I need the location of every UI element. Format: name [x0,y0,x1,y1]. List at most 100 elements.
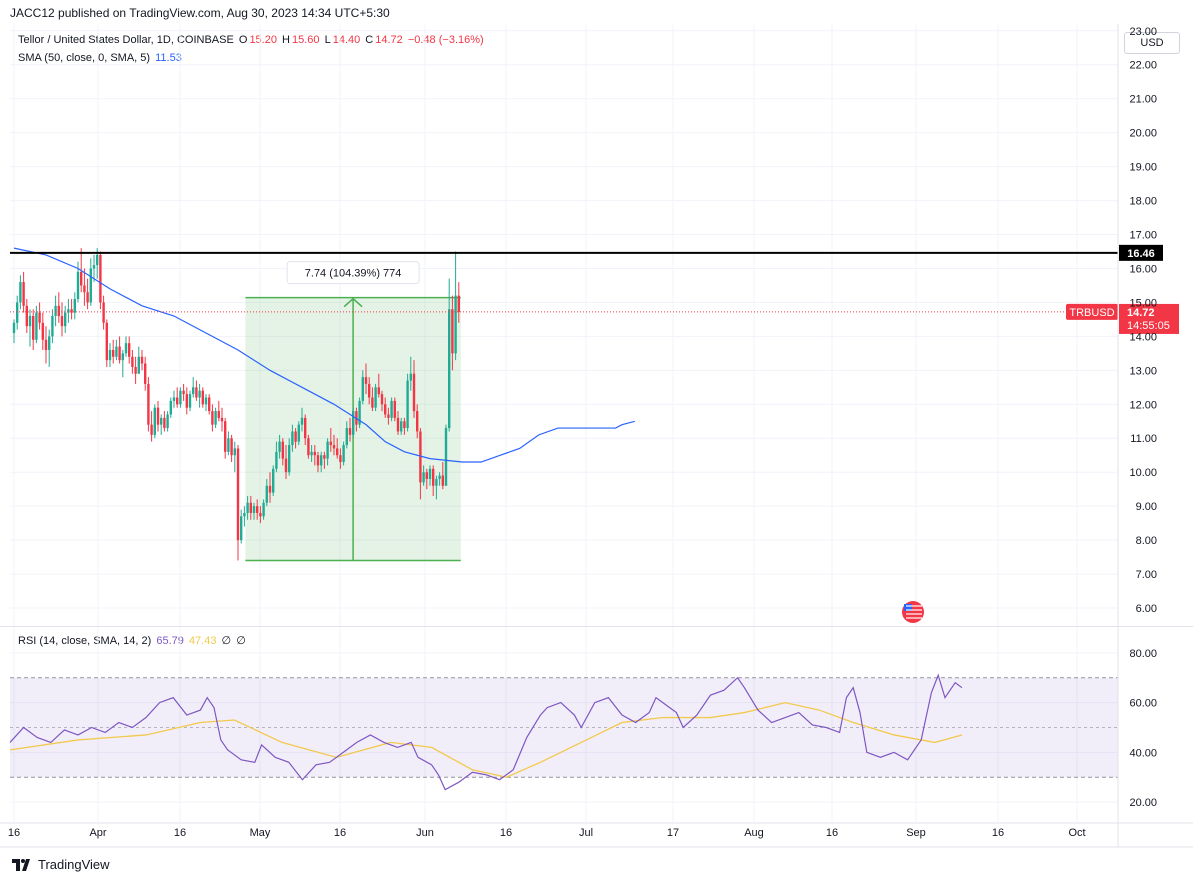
candle-body [112,349,115,357]
price-tick-label: 11.00 [1130,433,1157,445]
sma-legend[interactable]: SMA (50, close, 0, SMA, 5) 11.53 [18,52,184,64]
candle-body [240,516,243,541]
candle-body [54,305,57,317]
candle-body [192,387,195,395]
candle-body [358,400,361,425]
candle-body [409,373,412,381]
candle-body [16,302,19,323]
candle-body [208,397,211,412]
last-price-label: 14.72 [1127,307,1155,319]
price-tick-label: 6.00 [1136,603,1157,615]
candle-body [185,394,188,408]
candle-body [355,411,358,425]
candle-body [454,295,457,354]
ohlc-high: 15.60 [291,34,320,46]
resistance-label: 16.46 [1127,248,1155,260]
candle-body [96,254,99,266]
candle-body [422,472,425,483]
candle-body [412,373,416,412]
price-tick-label: 12.00 [1129,399,1157,411]
candle-body [313,451,316,456]
candle-body [364,377,368,384]
candle-body [76,271,80,300]
candle-body [438,475,441,479]
sma-value: 11.53 [155,52,182,64]
rsi-legend[interactable]: RSI (14, close, SMA, 14, 2) 65.79 47.43 … [18,634,248,647]
candle-body [147,383,150,425]
candle-body [51,316,54,337]
rsi-tick-label: 60.00 [1129,698,1157,710]
candle-body [64,312,67,327]
price-tick-label: 14.00 [1129,331,1157,343]
rsi-ma-value: 47.43 [188,635,217,647]
candle-body [163,417,166,429]
candle-body [393,400,396,418]
candle-body [32,316,35,340]
candle-body [345,428,348,446]
currency-button[interactable]: USD [1124,32,1180,54]
candle-body [332,445,336,449]
candle-body [124,343,128,354]
price-tick-label: 16.00 [1129,263,1157,275]
candle-body [140,356,144,364]
price-tick-label: 18.00 [1129,196,1157,208]
price-tick-label: 15.00 [1129,297,1157,309]
candle-body [457,295,460,312]
candle-body [288,445,291,473]
candle-body [428,468,432,479]
symbol-legend: Tellor / United States Dollar, 1D, COINB… [18,34,486,46]
time-tick-label: Apr [89,827,106,839]
candle-body [188,394,192,408]
candle-body [323,455,326,459]
candle-body [89,268,92,303]
candle-body [368,383,371,398]
candle-body [329,441,332,446]
candle-body [57,305,60,317]
ohlc-low-label: L [324,34,331,46]
candle-body [28,316,32,327]
rsi-extra-2: ∅ [236,635,246,647]
time-tick-label: Oct [1068,827,1085,839]
candle-body [144,363,147,384]
candle-body [252,506,256,513]
publisher-line: JACC12 published on TradingView.com, Aug… [10,6,390,20]
candle-body [307,438,310,456]
grid-lines [10,24,1118,822]
candle-body [48,336,51,350]
candle-body [115,346,118,357]
candle-body [441,475,444,486]
ohlc-close: 14.72 [375,34,403,46]
countdown-label: 14:55:05 [1127,320,1170,332]
candle-body [256,506,259,513]
axes: 16 Apr 16 May 16 Jun 16 Jul 17 Aug 16 Sep 16 Oct 6.00 7… [0,24,1193,848]
price-tick-label: 13.00 [1129,365,1157,377]
candle-body [425,472,428,479]
candle-body [451,309,454,354]
candle-body [83,285,86,293]
symbol-badge-label: TRBUSD [1069,307,1114,319]
price-tick-label: 9.00 [1136,501,1157,513]
candle-body [233,448,236,456]
candle-body [169,400,172,415]
candle-body [35,312,38,340]
candle-body [352,411,355,435]
tradingview-brand[interactable]: TradingView [12,857,110,872]
candle-body [38,312,41,323]
rsi-tick-label: 80.00 [1129,648,1157,660]
candle-body [19,282,22,303]
candle-body [153,407,156,435]
candle-body [179,390,182,405]
symbol-title[interactable]: Tellor / United States Dollar, 1D, COINB… [18,34,234,46]
candle-body [294,431,297,442]
candle-body [284,458,288,473]
candle-body [336,448,339,456]
us-flag-icon [902,601,924,623]
time-tick-label: 16 [8,827,20,839]
candle-body [131,356,134,367]
candle-body [102,302,105,323]
candle-body [297,424,300,442]
time-tick-label: 16 [992,827,1004,839]
range-label-box [286,261,420,285]
time-tick-label: 16 [334,827,346,839]
